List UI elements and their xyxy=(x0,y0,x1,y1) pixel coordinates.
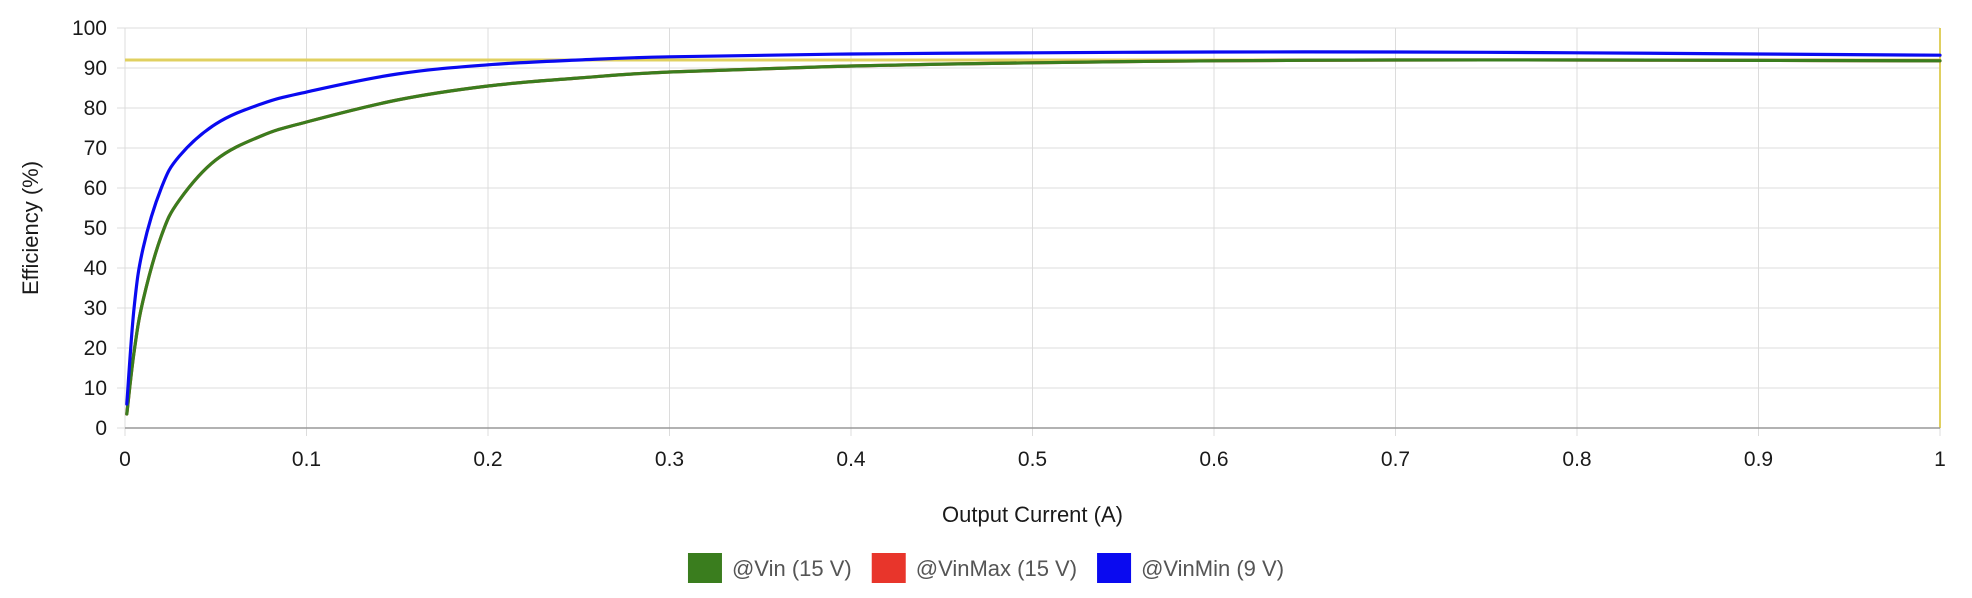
x-tick-label: 0.9 xyxy=(1744,448,1773,471)
x-tick-label: 0.3 xyxy=(655,448,684,471)
x-tick-label: 0.7 xyxy=(1381,448,1410,471)
legend-label: @VinMin (9 V) xyxy=(1141,556,1284,581)
x-tick-label: 0.8 xyxy=(1562,448,1591,471)
legend-swatch xyxy=(687,553,722,583)
y-tick-label: 90 xyxy=(84,57,107,80)
y-tick-label: 20 xyxy=(84,337,107,360)
y-tick-label: 50 xyxy=(84,217,107,240)
series-line-0 xyxy=(125,58,1942,416)
legend-item[interactable]: @Vin (15 V) xyxy=(687,553,852,583)
legend-swatch xyxy=(1097,553,1132,583)
legend-label: @Vin (15 V) xyxy=(732,556,852,581)
y-tick-label: 0 xyxy=(95,417,107,440)
series-line-2 xyxy=(125,50,1942,406)
x-tick-label: 0.4 xyxy=(836,448,866,471)
x-tick-label: 0.5 xyxy=(1018,448,1047,471)
tick-labels: 0 10 20 30 40 50 60 70 80 90 100 0 0.1 0.2 0.3 0.4 0.5 0.… xyxy=(72,17,1946,471)
x-tick-label: 0.2 xyxy=(473,448,502,471)
y-tick-label: 70 xyxy=(84,137,107,160)
y-tick-label: 30 xyxy=(84,297,107,320)
y-axis-title: Efficiency (%) xyxy=(18,161,43,295)
x-tick-label: 1 xyxy=(1934,448,1946,471)
grid xyxy=(117,27,1941,436)
legend-item[interactable]: @VinMax (15 V) xyxy=(871,553,1077,583)
y-tick-label: 100 xyxy=(72,17,107,40)
y-tick-label: 10 xyxy=(84,377,107,400)
legend: @Vin (15 V) @VinMax (15 V) @VinMin (9 V) xyxy=(687,553,1284,583)
legend-swatch xyxy=(871,553,906,583)
legend-label: @VinMax (15 V) xyxy=(916,556,1077,581)
y-tick-label: 60 xyxy=(84,177,107,200)
series-lines xyxy=(125,50,1942,416)
x-tick-label: 0.1 xyxy=(292,448,321,471)
series-line-1 xyxy=(125,58,1942,416)
y-tick-label: 80 xyxy=(84,97,107,120)
y-tick-label: 40 xyxy=(84,257,107,280)
x-tick-label: 0.6 xyxy=(1199,448,1228,471)
x-tick-label: 0 xyxy=(119,448,131,471)
legend-item[interactable]: @VinMin (9 V) xyxy=(1097,553,1284,583)
x-axis-title: Output Current (A) xyxy=(942,502,1123,527)
